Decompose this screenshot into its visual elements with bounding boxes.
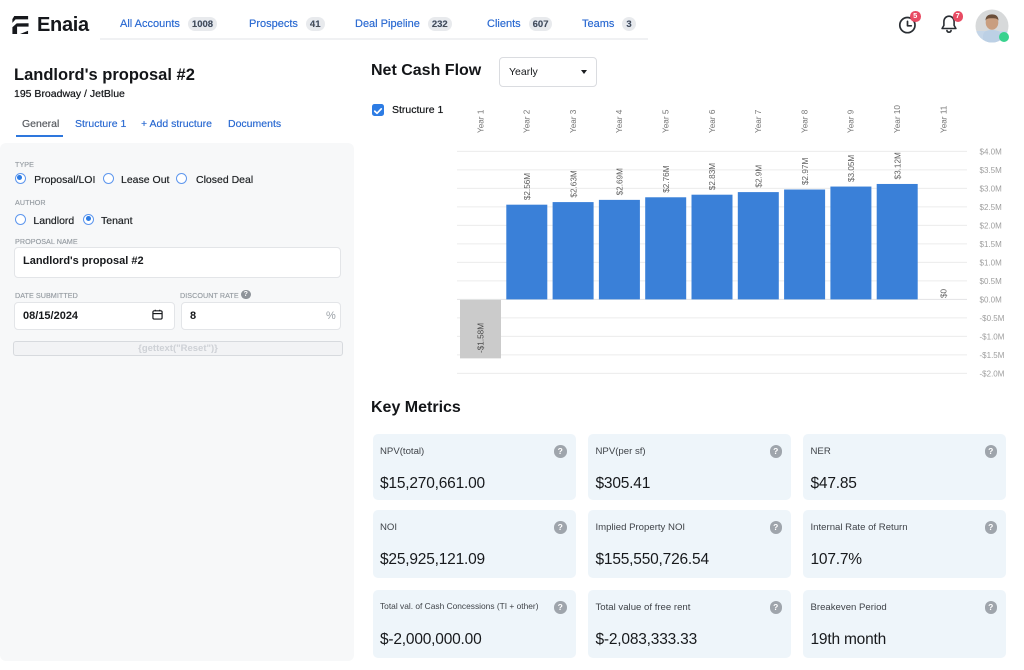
svg-text:$2.76M: $2.76M (662, 165, 671, 192)
svg-text:$2.97M: $2.97M (801, 158, 810, 185)
svg-text:Year 4: Year 4 (615, 109, 624, 133)
svg-text:-$1.58M: -$1.58M (477, 323, 486, 353)
svg-text:$2.63M: $2.63M (569, 170, 578, 197)
svg-text:$3.12M: $3.12M (893, 152, 902, 179)
svg-text:$2.69M: $2.69M (616, 168, 625, 195)
svg-text:-$2.0M: -$2.0M (980, 369, 1005, 378)
svg-text:-$0.5M: -$0.5M (980, 314, 1005, 323)
svg-text:$3.0M: $3.0M (980, 184, 1003, 193)
svg-text:$2.0M: $2.0M (980, 221, 1003, 230)
svg-text:$2.9M: $2.9M (755, 165, 764, 188)
svg-text:Year 10: Year 10 (893, 105, 902, 133)
svg-text:$0: $0 (940, 288, 949, 298)
svg-text:Year 1: Year 1 (476, 109, 485, 133)
svg-text:$3.05M: $3.05M (847, 155, 856, 182)
svg-text:$1.5M: $1.5M (980, 240, 1003, 249)
svg-text:Year 2: Year 2 (523, 109, 532, 133)
svg-text:-$1.0M: -$1.0M (980, 332, 1005, 341)
svg-text:Year 8: Year 8 (800, 109, 809, 133)
svg-text:$2.56M: $2.56M (523, 173, 532, 200)
svg-text:$4.0M: $4.0M (980, 147, 1003, 156)
svg-text:Year 5: Year 5 (662, 109, 671, 133)
svg-text:$2.83M: $2.83M (708, 163, 717, 190)
svg-text:-$1.5M: -$1.5M (980, 351, 1005, 360)
svg-text:Year 6: Year 6 (708, 109, 717, 133)
svg-text:$2.5M: $2.5M (980, 203, 1003, 212)
svg-text:Year 11: Year 11 (939, 105, 948, 133)
svg-text:Year 7: Year 7 (754, 109, 763, 133)
svg-text:$0.5M: $0.5M (980, 277, 1003, 286)
svg-text:$1.0M: $1.0M (980, 258, 1003, 267)
svg-text:Year 3: Year 3 (569, 109, 578, 133)
svg-text:$3.5M: $3.5M (980, 166, 1003, 175)
svg-text:Year 9: Year 9 (847, 109, 856, 133)
svg-text:$0.0M: $0.0M (980, 295, 1003, 304)
